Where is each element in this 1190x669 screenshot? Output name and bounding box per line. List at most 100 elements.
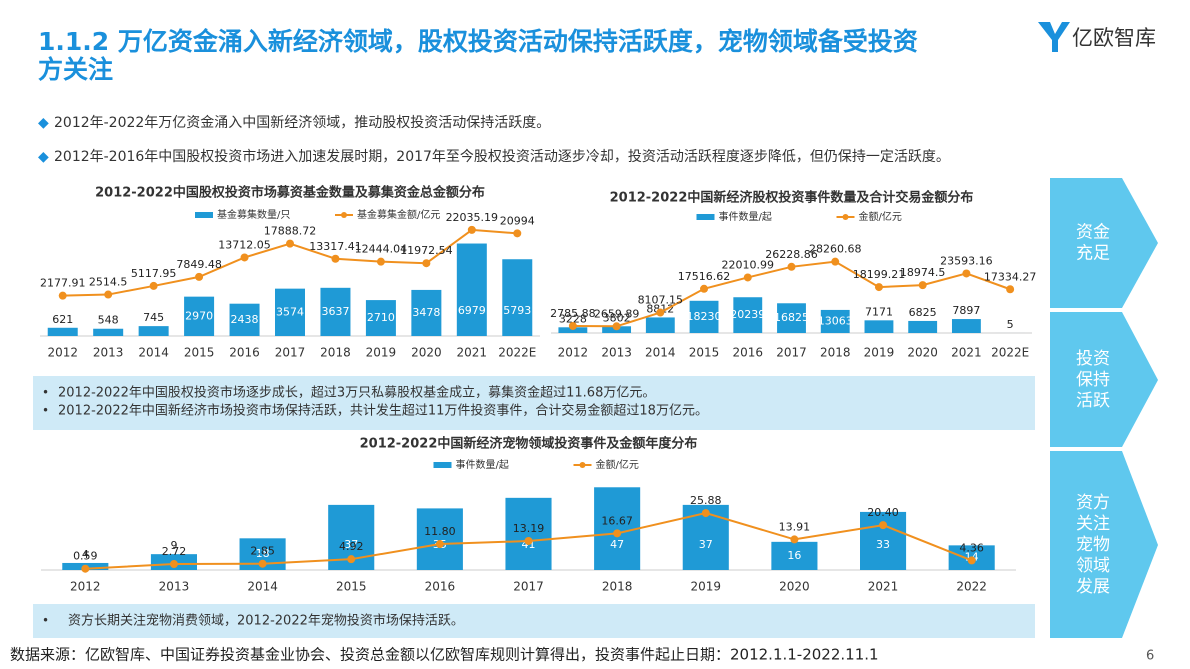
line-point xyxy=(656,308,665,317)
title-line: 方关注 xyxy=(38,55,113,84)
line-label: 28260.68 xyxy=(809,243,862,256)
line-label: 2514.5 xyxy=(89,276,128,289)
bar-label: 37 xyxy=(699,538,713,551)
summary: 资方长期关注宠物消费领域，2012-2022年宠物投资市场保持活跃。 xyxy=(68,613,464,629)
bar xyxy=(411,289,442,336)
bar xyxy=(184,296,215,336)
bar xyxy=(908,320,938,333)
bar xyxy=(47,327,78,336)
line-point xyxy=(700,284,709,293)
line-point xyxy=(435,540,444,549)
line-point xyxy=(258,559,267,568)
x-tick-label: 2017 xyxy=(513,580,544,594)
line-point xyxy=(195,272,204,281)
side-label: 投资 xyxy=(1076,349,1110,369)
bar xyxy=(320,287,351,336)
bar-label: 2970 xyxy=(185,309,213,322)
bar-label: 9 xyxy=(170,539,177,552)
line-label: 12444.04 xyxy=(355,243,408,256)
line-point xyxy=(104,290,113,299)
legend-swatch xyxy=(842,214,849,220)
x-tick-label: 2013 xyxy=(601,346,632,360)
line-label: 2785.88 xyxy=(550,307,596,320)
line-label: 8107.15 xyxy=(638,294,684,307)
bar-label: 18 xyxy=(256,547,270,560)
title-line: 1.1.2 万亿资金涌入新经济领域，股权投资活动保持活跃度，宠物领域备受投资 xyxy=(38,27,918,56)
line-label: 18199.21 xyxy=(853,268,906,281)
line-point xyxy=(169,560,178,569)
bar xyxy=(416,508,463,570)
bar-label: 745 xyxy=(143,311,164,324)
bar xyxy=(138,326,169,336)
line-label: 0.59 xyxy=(73,550,98,563)
line-label: 13.91 xyxy=(779,520,811,533)
line-point xyxy=(58,291,67,300)
bullet: 2012年-2016年中国股权投资市场进入加速发展时期，2017年至今股权投资活… xyxy=(54,148,950,165)
line-point xyxy=(513,229,522,238)
x-tick-label: 2012 xyxy=(47,346,78,360)
bar-label: 3802 xyxy=(603,311,631,324)
legend-swatch xyxy=(341,212,347,218)
summary: 2012-2022年中国股权投资市场逐步成长，超过3万只私募股权基金成立，募集资… xyxy=(58,385,655,401)
bar-label: 33 xyxy=(876,538,890,551)
line-label: 2659.89 xyxy=(594,307,640,320)
line-label: 4.92 xyxy=(339,540,364,553)
dot: • xyxy=(42,404,49,418)
line-label: 25.88 xyxy=(690,494,722,507)
bar xyxy=(689,300,719,333)
bar xyxy=(951,319,981,333)
x-tick-label: 2015 xyxy=(184,346,215,360)
line-label: 17888.72 xyxy=(264,225,317,238)
line-point xyxy=(81,564,90,573)
bar-label: 13063 xyxy=(818,314,853,327)
x-tick-label: 2016 xyxy=(229,346,260,360)
line-label: 20.40 xyxy=(867,506,899,519)
line-label: 23593.16 xyxy=(940,254,993,267)
x-tick-label: 2013 xyxy=(93,346,124,360)
line-point xyxy=(918,281,927,290)
line-label: 17334.27 xyxy=(984,270,1037,283)
line-point xyxy=(962,269,971,278)
bar xyxy=(93,328,124,336)
bar-label: 7897 xyxy=(952,304,980,317)
page-number: 6 xyxy=(1146,649,1154,664)
legend-label: 基金募集金额/亿元 xyxy=(357,208,440,221)
bar-label: 16 xyxy=(787,549,801,562)
summary-box xyxy=(33,604,1035,638)
x-tick-label: 2020 xyxy=(907,346,938,360)
bar xyxy=(771,541,818,570)
side-arrow xyxy=(1050,178,1158,308)
legend-swatch xyxy=(696,214,715,220)
x-tick-label: 2021 xyxy=(868,580,899,594)
bar-label: 5 xyxy=(1007,318,1014,331)
x-tick-label: 2019 xyxy=(366,346,397,360)
legend-swatch xyxy=(579,462,586,468)
line-label: 22010.99 xyxy=(722,258,775,271)
x-tick-label: 2013 xyxy=(159,580,190,594)
bar-label: 3574 xyxy=(276,305,304,318)
bar-label: 7171 xyxy=(865,305,893,318)
bar xyxy=(645,317,675,333)
line-point xyxy=(790,535,799,544)
bar xyxy=(777,303,806,333)
bullet-icon: ◆ xyxy=(38,115,49,131)
side-label: 宠物 xyxy=(1076,535,1110,555)
bar xyxy=(505,497,552,570)
logo-text: 亿欧智库 xyxy=(1072,26,1156,50)
line-point xyxy=(613,529,622,538)
bar-label: 5793 xyxy=(503,304,531,317)
line-label: 4.36 xyxy=(959,541,984,554)
line-point xyxy=(568,321,577,330)
side-label: 资方 xyxy=(1076,493,1110,513)
bar xyxy=(820,309,850,333)
x-tick-label: 2017 xyxy=(776,346,807,360)
side-label: 发展 xyxy=(1076,577,1110,597)
line-point xyxy=(831,257,840,266)
line-point xyxy=(1006,285,1015,294)
bar-label: 6825 xyxy=(909,306,937,319)
x-tick-label: 2014 xyxy=(645,346,676,360)
x-tick-label: 2015 xyxy=(689,346,720,360)
bar xyxy=(365,300,396,336)
line-label: 26228.86 xyxy=(765,248,818,261)
